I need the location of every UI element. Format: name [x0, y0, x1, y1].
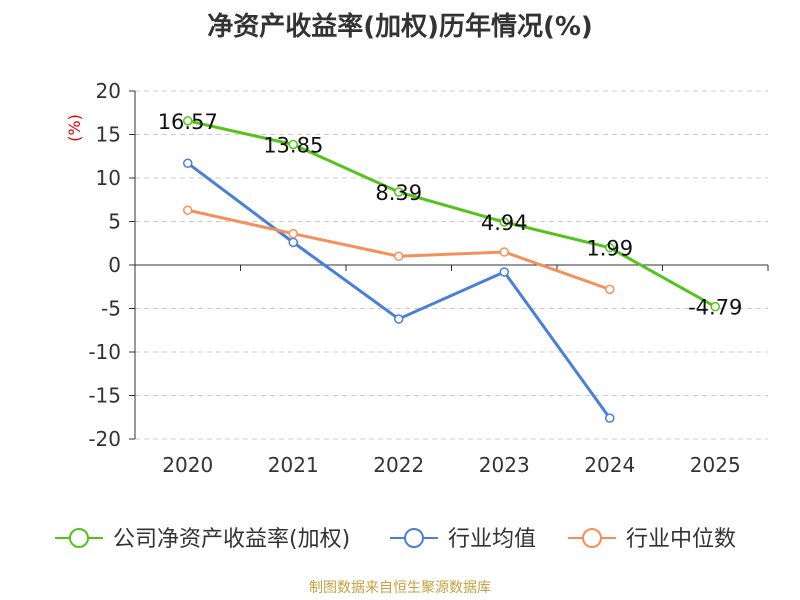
data-point [499, 247, 509, 257]
data-point [288, 228, 298, 239]
data-point [710, 301, 720, 312]
data-point [288, 139, 298, 150]
y-tick-label: -15 [88, 384, 121, 408]
data-point [605, 284, 615, 295]
y-tick-label: 5 [108, 210, 121, 234]
x-tick-label: 2020 [162, 453, 213, 477]
y-tick-label: 20 [96, 79, 121, 103]
chart-title: 净资产收益率(加权)历年情况(%) [207, 12, 593, 42]
legend-marker [404, 528, 424, 548]
y-axis-label: (%) [65, 114, 84, 142]
y-tick-label: -20 [88, 427, 121, 451]
y-tick-label: 15 [96, 123, 121, 147]
data-label: 16.57 [158, 110, 218, 134]
data-point [183, 205, 193, 215]
data-point [499, 217, 509, 227]
y-tick-label: -5 [101, 297, 121, 321]
x-tick-label: 2025 [690, 453, 741, 477]
data-label: 13.85 [263, 134, 323, 158]
x-tick-label: 2021 [268, 453, 319, 477]
series-line-0 [187, 119, 716, 308]
data-point [183, 116, 193, 126]
data-point [394, 187, 404, 197]
legend-label: 行业中位数 [626, 527, 736, 552]
x-tick-label: 2024 [584, 453, 635, 477]
legend-label: 行业均值 [448, 527, 536, 552]
legend-marker [69, 528, 89, 548]
series-line-2 [187, 208, 611, 291]
legend-marker [582, 528, 602, 548]
data-point [605, 413, 615, 423]
y-tick-label: 0 [108, 253, 121, 277]
data-source-footer: 制图数据来自恒生聚源数据库 [309, 580, 491, 596]
data-point [605, 242, 615, 253]
data-label: -4.79 [688, 296, 742, 320]
legend-label: 公司净资产收益率(加权) [113, 527, 350, 552]
data-point [394, 251, 404, 262]
data-label: 1.99 [586, 237, 633, 261]
data-point [288, 237, 298, 248]
data-point [499, 267, 509, 277]
y-tick-label: -10 [88, 340, 121, 364]
data-label: 8.39 [375, 181, 422, 205]
x-tick-label: 2023 [479, 453, 530, 477]
data-point [394, 314, 404, 324]
x-tick-label: 2022 [373, 453, 424, 477]
y-tick-label: 10 [96, 166, 121, 190]
data-label: 4.94 [481, 211, 528, 235]
data-point [183, 158, 193, 168]
